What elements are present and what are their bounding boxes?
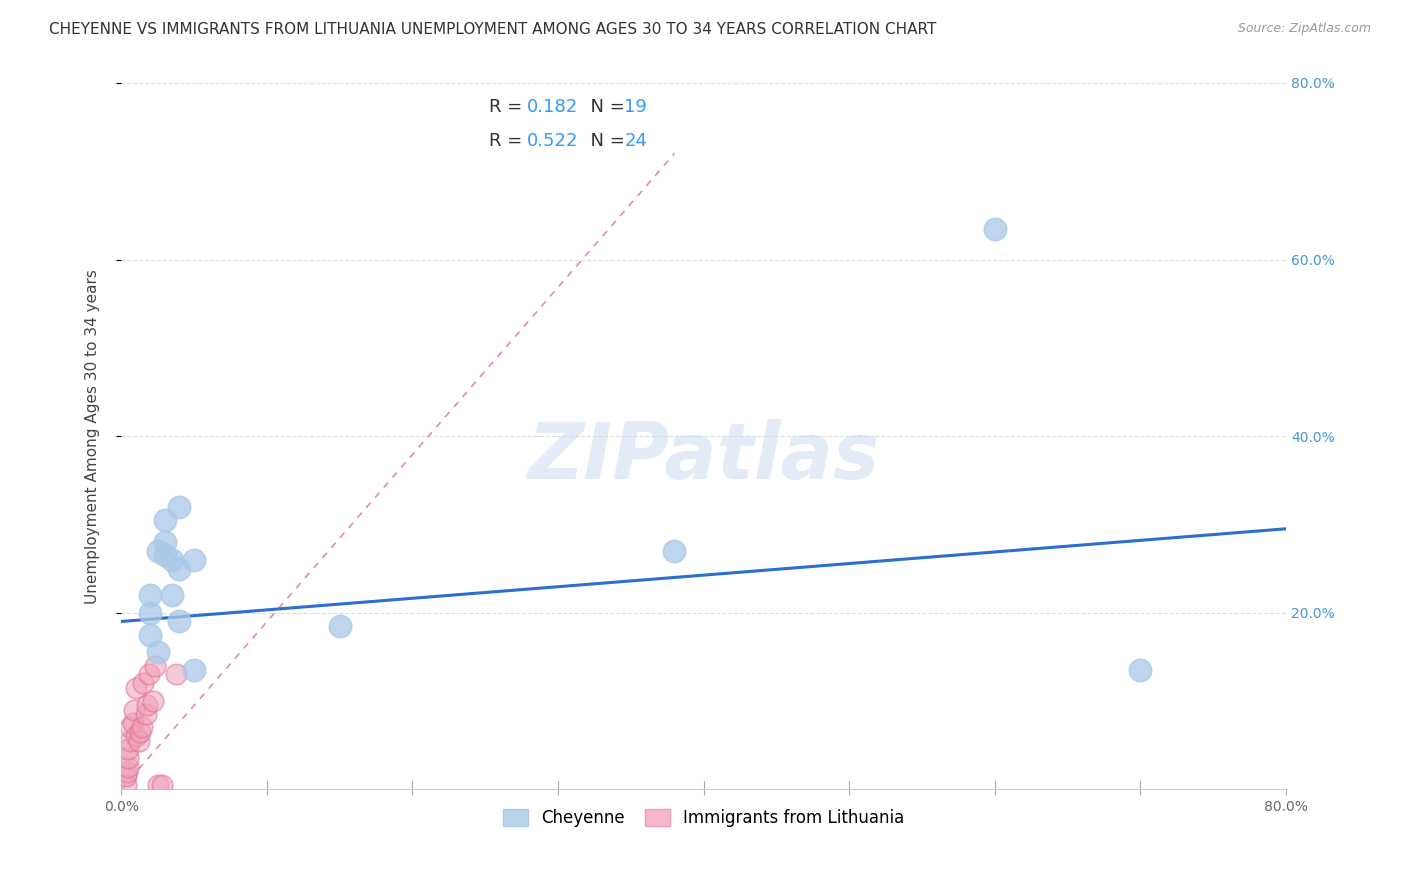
Point: [169, 561, 191, 575]
Point: [139, 628, 162, 642]
Text: ZIPatlas: ZIPatlas: [527, 419, 880, 495]
Point: [115, 764, 138, 779]
Text: R =: R =: [489, 132, 529, 151]
Text: 24: 24: [624, 132, 647, 151]
Point: [984, 221, 1007, 235]
Point: [114, 769, 136, 783]
Point: [160, 552, 183, 566]
Point: [143, 658, 166, 673]
Point: [146, 778, 169, 792]
Text: 19: 19: [624, 98, 647, 117]
Point: [118, 720, 141, 734]
Text: Source: ZipAtlas.com: Source: ZipAtlas.com: [1237, 22, 1371, 36]
Point: [138, 667, 160, 681]
Point: [135, 707, 157, 722]
Point: [125, 729, 148, 743]
Point: [139, 588, 162, 602]
Point: [169, 615, 191, 629]
Point: [131, 720, 153, 734]
Text: R =: R =: [489, 98, 529, 117]
Point: [121, 716, 143, 731]
Point: [153, 548, 176, 562]
Point: [139, 606, 162, 620]
Point: [169, 500, 191, 514]
Point: [117, 751, 139, 765]
Y-axis label: Unemployment Among Ages 30 to 34 years: Unemployment Among Ages 30 to 34 years: [86, 268, 100, 604]
Point: [118, 733, 141, 747]
Point: [160, 588, 183, 602]
Text: CHEYENNE VS IMMIGRANTS FROM LITHUANIA UNEMPLOYMENT AMONG AGES 30 TO 34 YEARS COR: CHEYENNE VS IMMIGRANTS FROM LITHUANIA UN…: [49, 22, 936, 37]
Text: N =: N =: [579, 98, 630, 117]
Point: [122, 703, 145, 717]
Point: [114, 778, 136, 792]
Point: [153, 513, 176, 527]
Point: [146, 645, 169, 659]
Point: [664, 544, 686, 558]
Text: 0.182: 0.182: [526, 98, 578, 117]
Point: [183, 663, 205, 677]
Point: [132, 676, 155, 690]
Point: [128, 733, 150, 747]
Point: [166, 667, 188, 681]
Point: [146, 544, 169, 558]
Point: [329, 619, 352, 633]
Text: N =: N =: [579, 132, 630, 151]
Point: [129, 724, 152, 739]
Text: 0.522: 0.522: [526, 132, 578, 151]
Point: [125, 681, 148, 695]
Point: [136, 698, 159, 713]
Point: [117, 742, 139, 756]
Legend: Cheyenne, Immigrants from Lithuania: Cheyenne, Immigrants from Lithuania: [496, 803, 911, 834]
Point: [183, 552, 205, 566]
Point: [142, 694, 165, 708]
Point: [1129, 663, 1152, 677]
Point: [117, 760, 139, 774]
Point: [153, 535, 176, 549]
Point: [150, 778, 173, 792]
